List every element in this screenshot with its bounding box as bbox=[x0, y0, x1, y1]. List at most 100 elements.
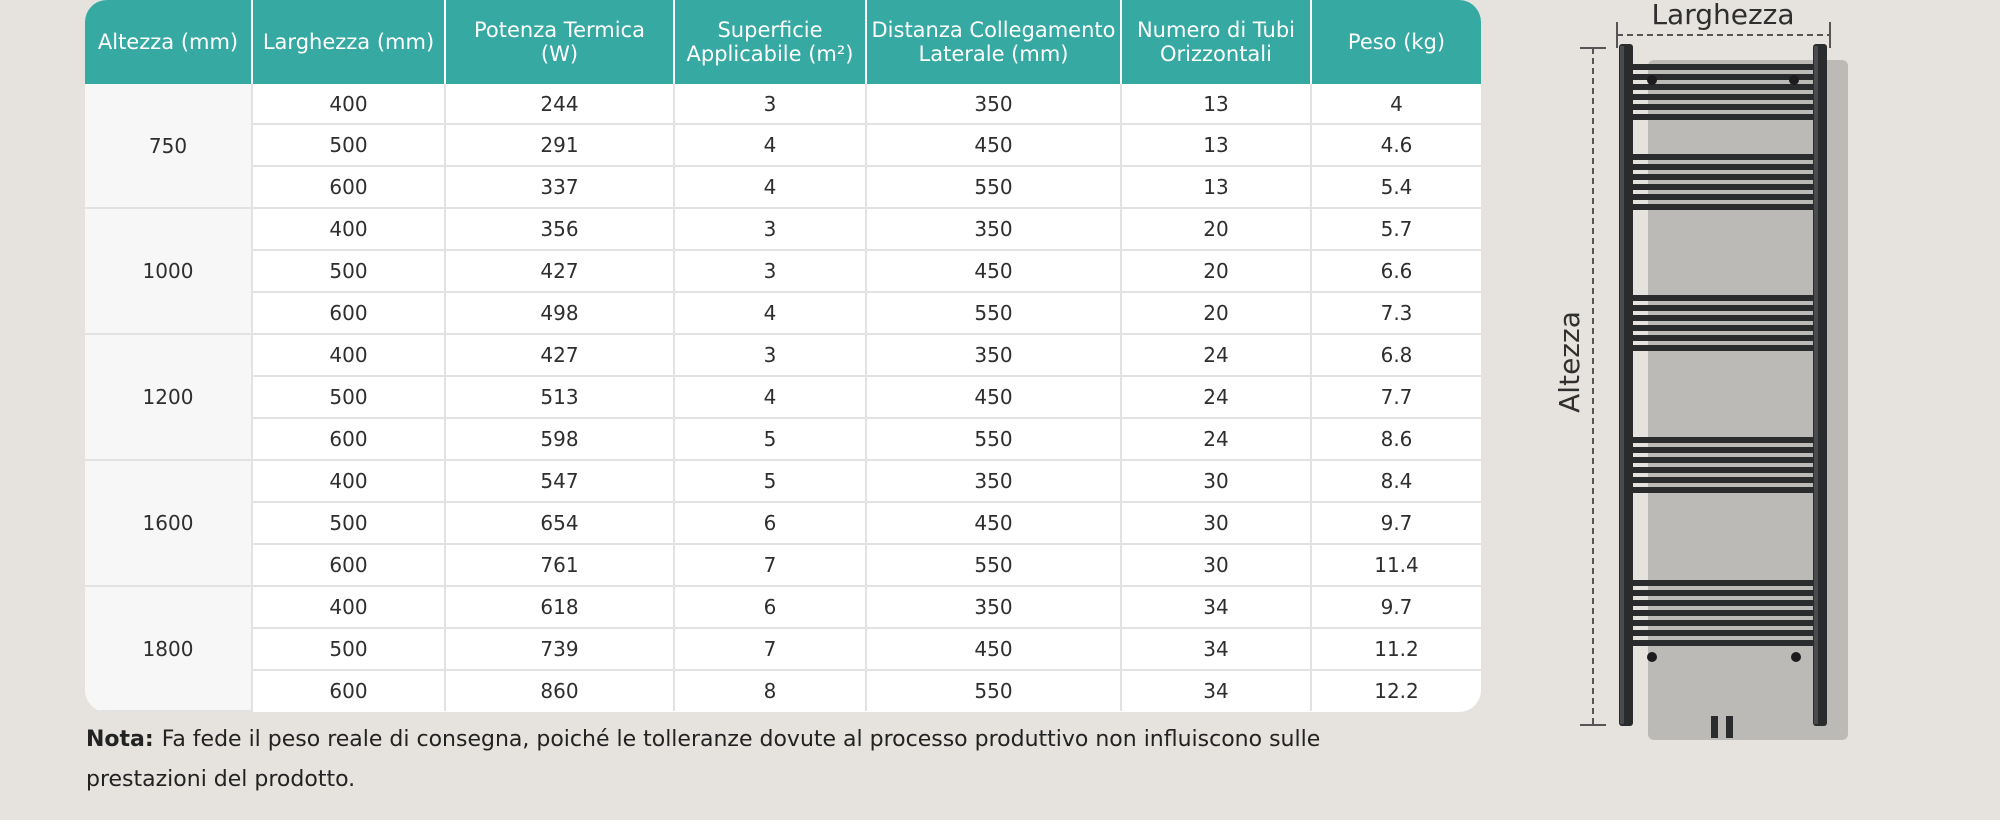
cell-distanza: 450 bbox=[866, 250, 1122, 294]
radiator-bar bbox=[1630, 620, 1816, 626]
cell-tubi: 34 bbox=[1121, 670, 1312, 711]
cell-peso: 6.6 bbox=[1311, 250, 1481, 294]
radiator-bar bbox=[1630, 154, 1816, 160]
radiator-bar bbox=[1630, 94, 1816, 100]
cell-peso: 7.7 bbox=[1311, 376, 1481, 420]
radiator-bar bbox=[1630, 204, 1816, 210]
cell-potenza: 761 bbox=[445, 544, 675, 588]
bracket-bottom-left bbox=[1647, 652, 1657, 662]
header-row: Altezza (mm) Larghezza (mm) Potenza Termic… bbox=[85, 0, 1481, 84]
cell-tubi: 20 bbox=[1121, 208, 1312, 252]
cell-larghezza: 600 bbox=[252, 292, 446, 336]
bracket-top-left bbox=[1647, 75, 1657, 85]
cell-altezza: 1800 bbox=[85, 586, 253, 712]
radiator-bar bbox=[1630, 184, 1816, 190]
radiator-bar bbox=[1630, 477, 1816, 483]
header-larghezza-line: Larghezza (mm) bbox=[262, 30, 435, 54]
cell-peso: 8.6 bbox=[1311, 418, 1481, 462]
table-row: 1200 400 427 3 350 24 6.8 bbox=[85, 334, 1481, 462]
table-row: 1000 400 356 3 350 20 5.7 bbox=[85, 208, 1481, 336]
cell-distanza: 350 bbox=[866, 586, 1122, 630]
cell-tubi: 13 bbox=[1121, 124, 1312, 168]
cell-peso: 5.4 bbox=[1311, 166, 1481, 210]
header-numero-tubi: Numero di Tubi Orizzontali bbox=[1121, 0, 1312, 84]
cell-tubi: 24 bbox=[1121, 334, 1312, 378]
radiator-bar bbox=[1630, 74, 1816, 80]
towel-radiator-icon: Larghezza Altezza bbox=[1553, 0, 1848, 740]
cell-peso: 11.4 bbox=[1311, 544, 1481, 588]
cell-peso: 9.7 bbox=[1311, 502, 1481, 546]
cell-larghezza: 500 bbox=[252, 250, 446, 294]
radiator-bar bbox=[1630, 630, 1816, 636]
cell-larghezza: 600 bbox=[252, 418, 446, 462]
radiator-bar bbox=[1630, 335, 1816, 341]
cell-potenza: 427 bbox=[445, 334, 675, 378]
cell-larghezza: 400 bbox=[252, 208, 446, 252]
radiator-left-rail-highlight bbox=[1620, 46, 1624, 724]
cell-potenza: 337 bbox=[445, 166, 675, 210]
cell-potenza: 860 bbox=[445, 670, 675, 711]
cell-potenza: 356 bbox=[445, 208, 675, 252]
cell-superficie: 5 bbox=[674, 460, 867, 504]
cell-superficie: 3 bbox=[674, 208, 867, 252]
valve-right bbox=[1726, 716, 1733, 738]
radiator-bar bbox=[1630, 600, 1816, 606]
cell-superficie: 6 bbox=[674, 502, 867, 546]
header-superficie-line: Applicabile (m²) bbox=[686, 42, 854, 66]
table-row: 600 337 4 550 13 5.4 bbox=[85, 166, 1481, 210]
cell-tubi: 30 bbox=[1121, 544, 1312, 588]
cell-tubi: 24 bbox=[1121, 418, 1312, 462]
cell-superficie: 3 bbox=[674, 334, 867, 378]
cell-larghezza: 500 bbox=[252, 376, 446, 420]
cell-superficie: 3 bbox=[674, 84, 867, 126]
cell-distanza: 350 bbox=[866, 208, 1122, 252]
note: Nota: Fa fede il peso reale di consegna, … bbox=[86, 720, 1346, 800]
header-superficie: Superficie Applicabile (m²) bbox=[674, 0, 867, 84]
cell-superficie: 4 bbox=[674, 124, 867, 168]
radiator-bar bbox=[1630, 164, 1816, 170]
cell-potenza: 547 bbox=[445, 460, 675, 504]
table-row: 500 513 4 450 24 7.7 bbox=[85, 376, 1481, 420]
cell-distanza: 550 bbox=[866, 418, 1122, 462]
header-distanza-collegamento-line: Laterale (mm) bbox=[918, 42, 1069, 66]
cell-superficie: 7 bbox=[674, 544, 867, 588]
radiator-bar bbox=[1630, 84, 1816, 90]
cell-tubi: 20 bbox=[1121, 292, 1312, 336]
cell-tubi: 13 bbox=[1121, 84, 1312, 126]
cell-peso: 5.7 bbox=[1311, 208, 1481, 252]
height-label: Altezza bbox=[1553, 311, 1586, 413]
radiator-bar bbox=[1630, 325, 1816, 331]
radiator-bar bbox=[1630, 457, 1816, 463]
table-row: 500 427 3 450 20 6.6 bbox=[85, 250, 1481, 294]
table-row: 750 400 244 3 350 13 4 bbox=[85, 84, 1481, 210]
cell-distanza: 450 bbox=[866, 376, 1122, 420]
cell-potenza: 244 bbox=[445, 84, 675, 126]
cell-larghezza: 600 bbox=[252, 670, 446, 711]
table-row: 500 654 6 450 30 9.7 bbox=[85, 502, 1481, 546]
cell-larghezza: 400 bbox=[252, 586, 446, 630]
cell-distanza: 350 bbox=[866, 460, 1122, 504]
cell-larghezza: 400 bbox=[252, 84, 446, 126]
header-superficie-line: Superficie bbox=[717, 18, 823, 42]
cell-distanza: 450 bbox=[866, 628, 1122, 672]
cell-larghezza: 600 bbox=[252, 544, 446, 588]
cell-tubi: 34 bbox=[1121, 628, 1312, 672]
radiator-bar bbox=[1630, 487, 1816, 493]
cell-distanza: 550 bbox=[866, 166, 1122, 210]
radiator-bars bbox=[1630, 64, 1816, 646]
table-body: 750 400 244 3 350 13 4 500 291 4 450 13 4.6 600 337 4 55… bbox=[85, 84, 1481, 712]
table-row: 600 498 4 550 20 7.3 bbox=[85, 292, 1481, 336]
table-row: 500 291 4 450 13 4.6 bbox=[85, 124, 1481, 168]
cell-peso: 4 bbox=[1311, 84, 1481, 126]
cell-superficie: 6 bbox=[674, 586, 867, 630]
cell-distanza: 550 bbox=[866, 292, 1122, 336]
spec-table: Altezza (mm) Larghezza (mm) Potenza Termic… bbox=[85, 0, 1481, 712]
cell-altezza: 750 bbox=[85, 84, 253, 210]
cell-potenza: 291 bbox=[445, 124, 675, 168]
cell-larghezza: 500 bbox=[252, 124, 446, 168]
bracket-top-right bbox=[1789, 75, 1799, 85]
cell-tubi: 13 bbox=[1121, 166, 1312, 210]
cell-peso: 11.2 bbox=[1311, 628, 1481, 672]
bracket-bottom-right bbox=[1791, 652, 1801, 662]
valve-left bbox=[1711, 716, 1718, 738]
